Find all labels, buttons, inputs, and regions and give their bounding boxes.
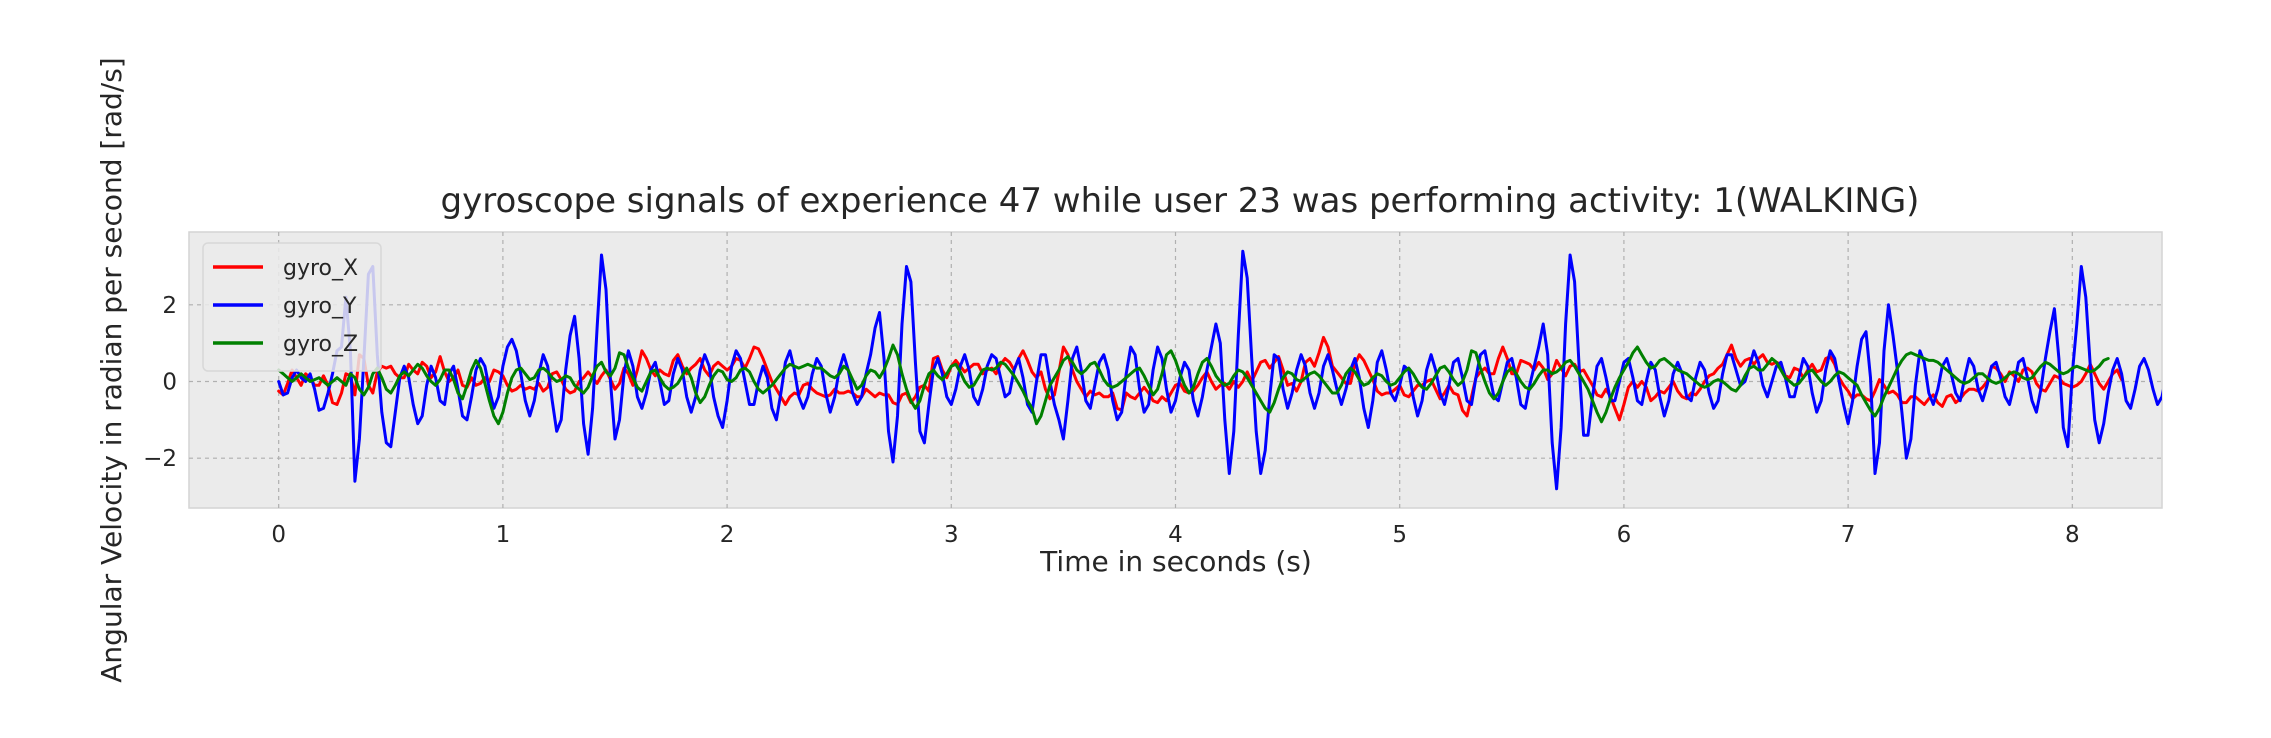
- x-tick-label: 5: [1392, 522, 1407, 548]
- chart-title: gyroscope signals of experience 47 while…: [441, 181, 1920, 221]
- series-lines: [277, 249, 2162, 491]
- x-tick-label: 4: [1168, 522, 1183, 548]
- series-line-gyro-z: [277, 343, 2110, 426]
- x-tick-label: 8: [2065, 522, 2080, 548]
- x-tick-label: 0: [271, 522, 286, 548]
- x-tick-label: 3: [944, 522, 959, 548]
- x-axis-label: Time in seconds (s): [1039, 545, 1312, 578]
- x-tick-label: 7: [1841, 522, 1856, 548]
- y-axis-label: Angular Velocity in radian per second [r…: [95, 57, 128, 682]
- series-line-gyro-x: [277, 335, 2124, 422]
- legend-label: gyro_X: [283, 256, 358, 281]
- legend-box: [202, 242, 382, 372]
- x-tick-label: 2: [720, 522, 735, 548]
- legend: gyro_X gyro_Y gyro_Z: [202, 242, 382, 372]
- legend-label: gyro_Z: [283, 332, 358, 357]
- y-tick-label: 0: [162, 370, 177, 396]
- x-tick-label: 6: [1617, 522, 1632, 548]
- axis-ticks: 0 1 2 3 4 5 6 7 8 −2 0 2: [143, 293, 2080, 548]
- y-tick-label: −2: [143, 446, 177, 472]
- y-tick-label: 2: [162, 293, 177, 319]
- legend-label: gyro_Y: [283, 294, 357, 319]
- x-tick-label: 1: [496, 522, 511, 548]
